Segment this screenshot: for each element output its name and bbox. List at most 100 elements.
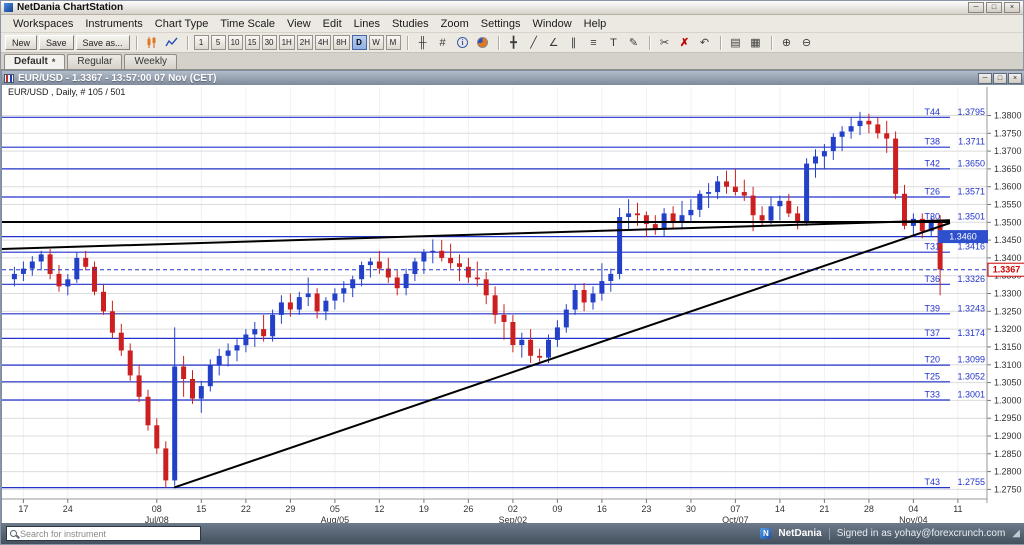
save-as-button[interactable]: Save as... bbox=[75, 35, 130, 50]
separator bbox=[186, 35, 188, 50]
pencil-tool-icon[interactable]: ✎ bbox=[628, 37, 639, 49]
menu-lines[interactable]: Lines bbox=[353, 17, 380, 30]
period-button-15[interactable]: 15 bbox=[244, 35, 260, 50]
chart-window: EUR/USD - 1.3367 - 13:57:00 07 Nov (CET)… bbox=[1, 70, 1024, 525]
menu-workspaces[interactable]: Workspaces bbox=[13, 17, 74, 30]
period-button-8h[interactable]: 8H bbox=[333, 35, 350, 50]
period-button-4h[interactable]: 4H bbox=[315, 35, 332, 50]
trendline-tool-icon[interactable]: ╱ bbox=[530, 37, 537, 49]
svg-text:14: 14 bbox=[775, 504, 785, 514]
svg-text:1.3150: 1.3150 bbox=[994, 342, 1022, 352]
separator bbox=[719, 35, 721, 50]
minimize-button[interactable]: ─ bbox=[968, 2, 984, 13]
resize-grip[interactable]: ◢ bbox=[1012, 527, 1020, 539]
svg-text:1.3052: 1.3052 bbox=[957, 371, 985, 381]
menu-chart-type[interactable]: Chart Type bbox=[154, 17, 209, 30]
save-button[interactable]: Save bbox=[39, 35, 74, 50]
close-button[interactable]: × bbox=[1004, 2, 1020, 13]
menu-help[interactable]: Help bbox=[583, 17, 607, 30]
svg-text:Jul/08: Jul/08 bbox=[145, 515, 169, 525]
period-button-5[interactable]: 5 bbox=[210, 35, 226, 50]
period-button-weekly[interactable]: W bbox=[368, 35, 384, 50]
svg-text:1.2750: 1.2750 bbox=[994, 484, 1022, 494]
menu-instruments[interactable]: Instruments bbox=[85, 17, 143, 30]
app-titlebar[interactable]: NetDania ChartStation ─ □ × bbox=[1, 1, 1023, 15]
svg-text:1.2755: 1.2755 bbox=[957, 477, 985, 487]
svg-text:T30: T30 bbox=[924, 212, 940, 222]
pie-chart-icon[interactable] bbox=[474, 35, 492, 51]
svg-text:15: 15 bbox=[196, 504, 206, 514]
app-logo-icon bbox=[4, 3, 13, 12]
tab-default[interactable]: Default * bbox=[4, 54, 66, 69]
crosshair-tool-icon[interactable]: ╋ bbox=[510, 37, 517, 49]
cut-icon[interactable]: ✂ bbox=[659, 37, 670, 49]
tick-scale-icon[interactable]: ╫ bbox=[418, 36, 427, 49]
menu-window[interactable]: Window bbox=[532, 17, 572, 30]
svg-text:T26: T26 bbox=[924, 187, 940, 197]
fibonacci-tool-icon[interactable]: ≡ bbox=[590, 36, 597, 49]
svg-text:23: 23 bbox=[641, 504, 651, 514]
svg-text:1.3600: 1.3600 bbox=[994, 182, 1022, 192]
svg-text:1.3460: 1.3460 bbox=[949, 232, 977, 242]
grid-icon[interactable]: # bbox=[439, 36, 446, 49]
tab-regular[interactable]: Regular bbox=[67, 54, 123, 69]
period-button-monthly[interactable]: M bbox=[385, 35, 401, 50]
svg-text:1.3100: 1.3100 bbox=[994, 360, 1022, 370]
search-icon bbox=[10, 530, 17, 537]
chart-minimize-button[interactable]: ─ bbox=[978, 72, 992, 84]
menu-zoom[interactable]: Zoom bbox=[440, 17, 469, 30]
period-button-1[interactable]: 1 bbox=[193, 35, 209, 50]
chart-close-button[interactable]: × bbox=[1008, 72, 1022, 84]
svg-text:05: 05 bbox=[330, 504, 340, 514]
menu-edit[interactable]: Edit bbox=[322, 17, 342, 30]
price-chart[interactable]: 1.3800 1.3750 1.3700 1.3650 1.3600 1.3550 1.35… bbox=[2, 85, 1024, 526]
angle-tool-icon[interactable]: ∠ bbox=[548, 37, 559, 49]
svg-text:1.3650: 1.3650 bbox=[957, 158, 985, 168]
menu-settings[interactable]: Settings bbox=[480, 17, 521, 30]
svg-text:T33: T33 bbox=[924, 390, 940, 400]
svg-text:Oct/07: Oct/07 bbox=[722, 515, 749, 525]
menu-time-scale[interactable]: Time Scale bbox=[220, 17, 276, 30]
menu-view[interactable]: View bbox=[287, 17, 311, 30]
svg-text:1.2850: 1.2850 bbox=[994, 449, 1022, 459]
export-icon[interactable]: ▦ bbox=[750, 37, 761, 49]
svg-text:16: 16 bbox=[597, 504, 607, 514]
search-input[interactable] bbox=[20, 528, 197, 539]
new-button[interactable]: New bbox=[5, 35, 38, 50]
svg-text:T39: T39 bbox=[924, 303, 940, 313]
separator bbox=[135, 35, 137, 50]
tab-default-label: Default bbox=[14, 56, 48, 67]
undo-icon[interactable]: ↶ bbox=[699, 37, 710, 49]
maximize-button[interactable]: □ bbox=[986, 2, 1002, 13]
svg-text:1.3650: 1.3650 bbox=[994, 164, 1022, 174]
instrument-search-box[interactable] bbox=[6, 526, 201, 541]
print-icon[interactable]: ▤ bbox=[730, 37, 741, 49]
info-icon[interactable]: i bbox=[454, 35, 472, 51]
chart-window-titlebar[interactable]: EUR/USD - 1.3367 - 13:57:00 07 Nov (CET)… bbox=[2, 71, 1024, 85]
tab-modified-marker: * bbox=[51, 57, 56, 67]
tab-regular-label: Regular bbox=[77, 56, 113, 67]
svg-text:17: 17 bbox=[18, 504, 28, 514]
svg-text:1.3000: 1.3000 bbox=[994, 395, 1022, 405]
svg-text:Aug/05: Aug/05 bbox=[321, 515, 350, 525]
period-button-30[interactable]: 30 bbox=[261, 35, 277, 50]
period-button-10[interactable]: 10 bbox=[227, 35, 243, 50]
separator bbox=[770, 35, 772, 50]
text-tool-icon[interactable]: T bbox=[610, 36, 617, 49]
menu-studies[interactable]: Studies bbox=[391, 17, 429, 30]
period-button-daily[interactable]: D bbox=[351, 35, 367, 50]
svg-text:1.2950: 1.2950 bbox=[994, 413, 1022, 423]
channel-tool-icon[interactable]: ∥ bbox=[570, 37, 577, 49]
chart-type-candlestick-icon[interactable] bbox=[143, 35, 161, 51]
svg-text:1.3174: 1.3174 bbox=[957, 328, 985, 338]
period-button-1h[interactable]: 1H bbox=[278, 35, 295, 50]
chart-restore-button[interactable]: □ bbox=[993, 72, 1007, 84]
chart-type-line-icon[interactable] bbox=[163, 35, 181, 51]
zoom-out-icon[interactable]: ⊖ bbox=[801, 37, 812, 49]
tab-weekly[interactable]: Weekly bbox=[124, 54, 178, 69]
period-button-2h[interactable]: 2H bbox=[296, 35, 314, 50]
delete-icon[interactable]: ✗ bbox=[679, 37, 690, 49]
svg-text:1.2800: 1.2800 bbox=[994, 467, 1022, 477]
zoom-in-icon[interactable]: ⊕ bbox=[781, 37, 792, 49]
pie-glyph bbox=[477, 37, 488, 48]
